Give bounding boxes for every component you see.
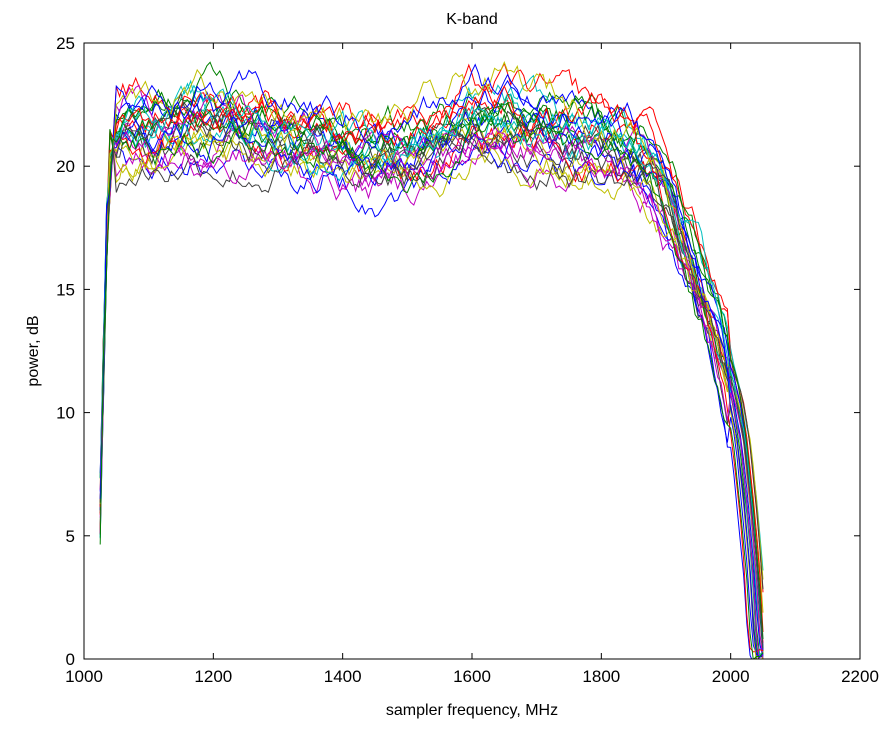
x-tick-label: 1800 — [582, 667, 620, 686]
y-tick-label: 5 — [66, 527, 75, 546]
series-line — [99, 91, 764, 649]
x-axis-label: sampler frequency, MHz — [386, 702, 558, 719]
x-tick-label: 2000 — [712, 667, 750, 686]
chart-title: K-band — [446, 11, 498, 28]
ticks-layer: 1000 1200 1400 1600 1800 2000 2200 0 5 10 15 20 25 — [56, 34, 879, 686]
y-tick-label: 25 — [56, 34, 75, 53]
x-tick-label: 1600 — [453, 667, 491, 686]
x-tick-label: 2200 — [841, 667, 879, 686]
x-tick-label: 1400 — [324, 667, 362, 686]
series-line — [99, 84, 764, 653]
x-tick-label: 1000 — [65, 667, 103, 686]
series-line — [99, 84, 764, 659]
series-line — [99, 102, 764, 652]
series-line — [99, 122, 764, 658]
series-line — [99, 97, 764, 640]
y-tick-label: 20 — [56, 157, 75, 176]
y-tick-label: 15 — [56, 280, 75, 299]
y-tick-label: 0 — [66, 650, 75, 669]
y-axis-label: power, dB — [25, 315, 42, 386]
series-line — [99, 132, 764, 590]
series-line — [99, 62, 764, 633]
x-tick-label: 1200 — [194, 667, 232, 686]
series-line — [99, 60, 764, 659]
series-line — [99, 124, 760, 659]
series-line — [99, 112, 764, 659]
series-line — [99, 63, 764, 659]
y-tick-label: 10 — [56, 404, 75, 423]
series-line — [99, 82, 764, 648]
series-layer — [99, 60, 764, 659]
series-line — [99, 104, 764, 657]
